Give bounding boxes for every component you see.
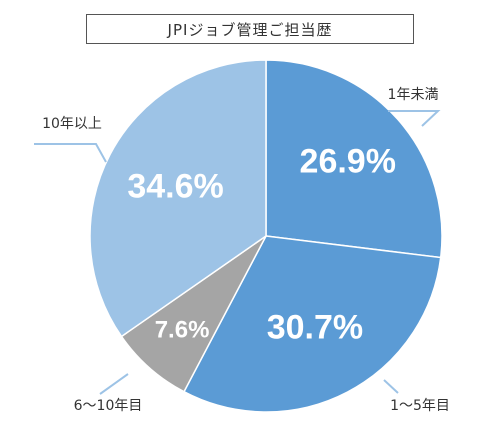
leader-line-1 xyxy=(388,110,441,127)
value-label-3: 7.6% xyxy=(155,316,210,343)
category-label-1: 1年未満 xyxy=(388,87,439,103)
category-label-3: 6～10年目 xyxy=(74,398,143,414)
value-label-2: 30.7% xyxy=(267,309,363,347)
category-label-2: 1～5年目 xyxy=(390,398,450,414)
pie-slice-2 xyxy=(182,235,442,413)
leader-line-2 xyxy=(383,379,399,394)
value-label-1: 26.9% xyxy=(300,143,396,181)
leader-line-3 xyxy=(99,373,129,395)
category-label-4: 10年以上 xyxy=(42,116,102,132)
pie-slice-4 xyxy=(89,59,267,338)
value-label-4: 34.6% xyxy=(127,168,223,206)
chart-title: JPIジョブ管理ご担当歴 xyxy=(86,14,414,44)
pie-slice-1 xyxy=(265,59,443,259)
leader-line-4 xyxy=(34,143,107,163)
